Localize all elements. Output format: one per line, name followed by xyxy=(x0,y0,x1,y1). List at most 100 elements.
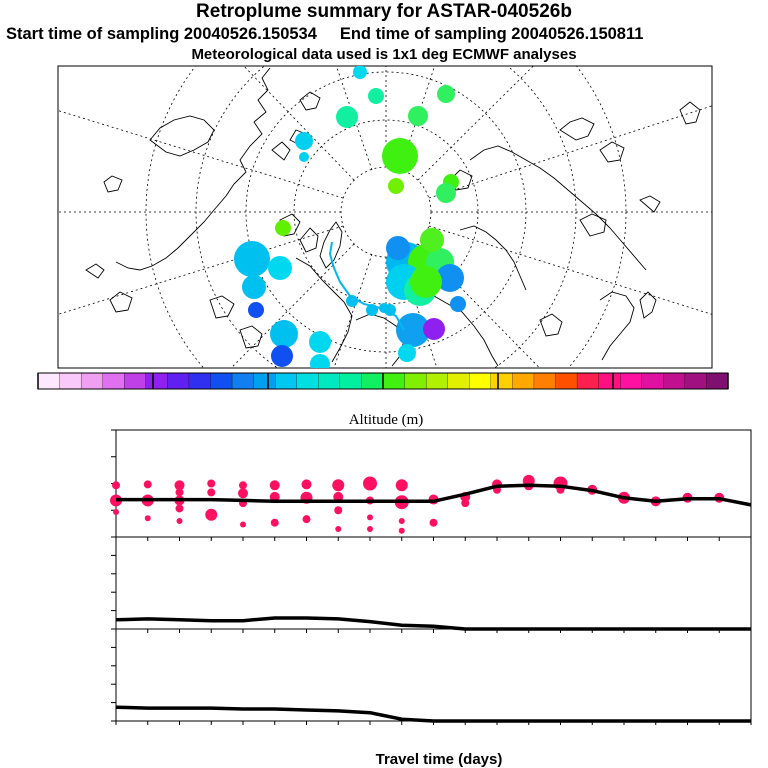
altitude-point xyxy=(461,499,470,508)
altitude-point xyxy=(176,517,183,524)
colorbar-swatch xyxy=(663,372,686,390)
colorbar-swatch xyxy=(188,372,211,390)
plume-marker xyxy=(275,220,291,236)
panel-frame xyxy=(115,536,752,630)
plume-marker xyxy=(408,106,428,126)
colorbar-swatch xyxy=(231,372,255,390)
colorbar-swatch xyxy=(555,372,578,390)
plume-marker xyxy=(234,241,270,277)
plume-marker xyxy=(336,106,358,128)
altitude-point xyxy=(367,514,373,521)
altitude-point xyxy=(207,488,216,497)
plume-marker xyxy=(436,183,456,203)
colorbar-swatch xyxy=(447,372,470,390)
colorbar-swatch xyxy=(490,372,513,390)
plume-marker xyxy=(268,256,292,280)
altitude-point xyxy=(113,509,119,516)
colorbar-swatch xyxy=(80,372,104,390)
plume-marker xyxy=(368,88,384,104)
colorbar-swatch xyxy=(706,372,729,390)
altitude-point xyxy=(398,527,405,534)
altitude-point xyxy=(334,506,343,515)
series-line xyxy=(115,705,751,723)
colorbar-swatch xyxy=(361,372,384,390)
series-line xyxy=(115,616,751,631)
altitude-point xyxy=(367,525,373,532)
map-panel xyxy=(57,65,713,369)
altitude-point xyxy=(333,491,344,502)
altitude-point xyxy=(301,479,312,490)
plume-marker xyxy=(396,313,430,347)
altitude-point xyxy=(239,481,247,490)
altitude-point xyxy=(207,479,216,488)
colorbar-swatch xyxy=(339,372,362,390)
plume-marker xyxy=(353,66,367,79)
colorbar-swatch xyxy=(598,372,621,390)
altitude-point xyxy=(143,480,152,489)
x-axis-label: Travel time (days) xyxy=(376,751,503,768)
start-time-label: Start time of sampling 20040526.150534 xyxy=(6,25,317,43)
plume-marker xyxy=(310,354,330,368)
colorbar-label: Altitude (m) xyxy=(349,412,424,428)
longitude-grid xyxy=(58,66,712,368)
colorbar-swatch xyxy=(167,372,190,390)
coastlines xyxy=(85,67,701,367)
colorbar-swatch xyxy=(318,372,341,390)
plume-marker xyxy=(242,275,266,299)
colorbar-swatch xyxy=(469,372,492,390)
altitude-point xyxy=(175,488,184,497)
altitude-point xyxy=(270,518,279,527)
plume-marker xyxy=(309,331,331,353)
series-line xyxy=(116,483,752,507)
colorbar-swatch xyxy=(59,372,82,390)
altitude-point xyxy=(144,515,151,522)
colorbar-swatch xyxy=(684,372,707,390)
colorbar-swatch xyxy=(533,372,556,390)
colorbar-swatch xyxy=(425,372,449,390)
plume-marker xyxy=(248,302,264,318)
plume-marker xyxy=(271,345,293,367)
map-frame xyxy=(57,65,713,369)
altitude-point xyxy=(269,491,280,502)
altitude-point xyxy=(335,525,342,532)
altitude-point xyxy=(240,521,246,528)
altitude-point xyxy=(363,476,377,491)
plume-marker xyxy=(295,132,313,150)
colorbar-swatch xyxy=(102,372,125,390)
colorbar-swatch xyxy=(253,372,276,390)
altitude-point xyxy=(175,504,184,513)
time-series-panels xyxy=(110,429,752,725)
altitude-point xyxy=(205,508,218,521)
plume-marker xyxy=(436,264,464,292)
altitude-point xyxy=(112,481,120,490)
plume-marker xyxy=(420,228,444,252)
plume-marker xyxy=(398,344,416,362)
altitude-point xyxy=(429,518,438,527)
plume-marker xyxy=(437,85,455,103)
plume-marker xyxy=(450,296,466,312)
colorbar-swatch xyxy=(576,372,600,390)
colorbar-swatch xyxy=(404,372,427,390)
colorbar-swatch xyxy=(275,372,298,390)
colorbar-swatch xyxy=(210,372,233,390)
plume-marker xyxy=(299,152,309,162)
altitude-point xyxy=(174,480,185,491)
colorbar-swatch xyxy=(37,372,61,390)
altitude-point xyxy=(302,515,311,524)
colorbar-swatch xyxy=(512,372,535,390)
sampling-times: Start time of sampling 20040526.150534 E… xyxy=(6,25,643,44)
trajectory-path xyxy=(328,241,405,331)
colorbar-swatch xyxy=(296,372,319,390)
cluster-blob-5 xyxy=(386,236,410,260)
altitude-point xyxy=(238,488,248,499)
plume-marker xyxy=(270,320,298,348)
colorbar-swatch xyxy=(620,372,643,390)
plume-markers xyxy=(234,66,466,368)
chart-title: Retroplume summary for ASTAR-040526b xyxy=(196,1,572,22)
altitude-point xyxy=(269,480,280,491)
colorbar-swatch xyxy=(124,372,147,390)
end-time-label: End time of sampling 20040526.150811 xyxy=(339,25,644,43)
plume-marker xyxy=(382,138,418,174)
altitude-point xyxy=(332,479,345,492)
